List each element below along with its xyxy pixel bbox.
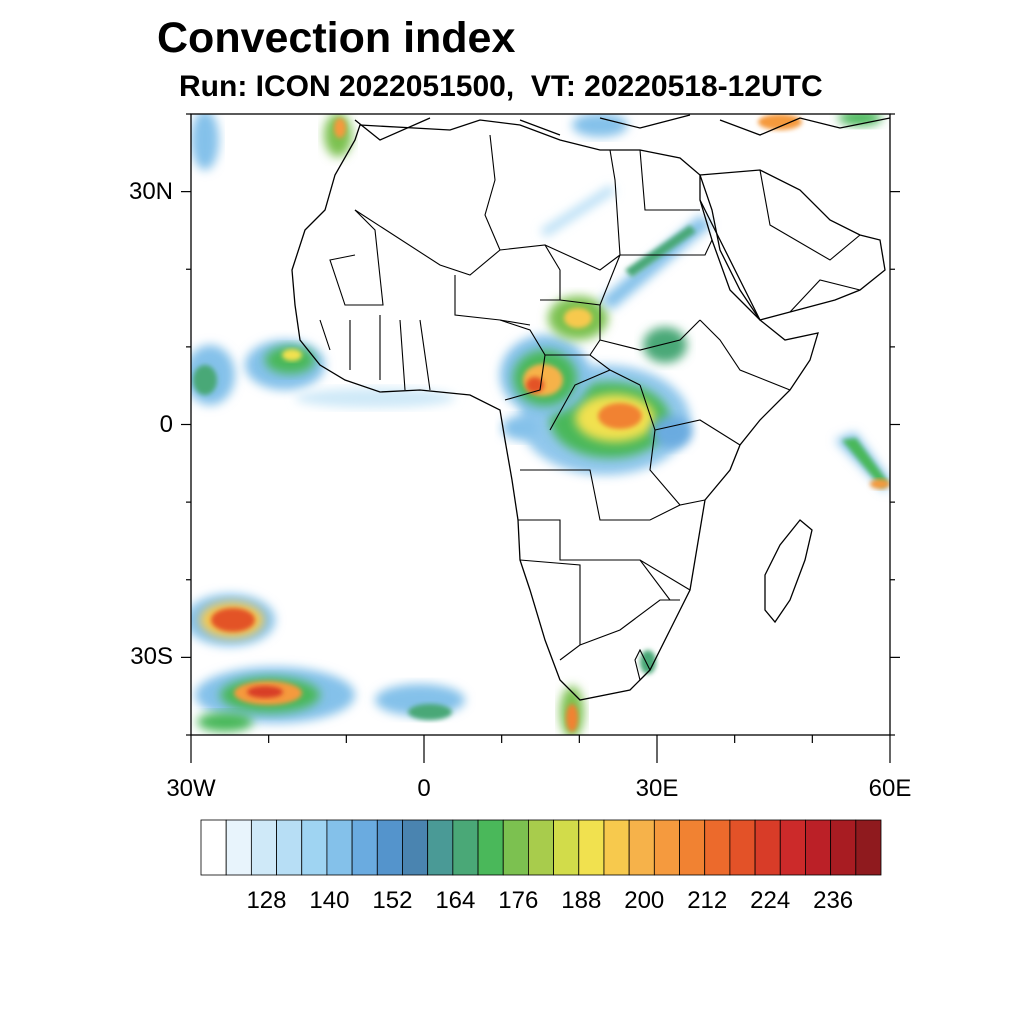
colorbar-box [729,819,756,876]
red-sea [699,199,761,321]
convection-south-atlantic [191,594,465,732]
colorbar-box [452,819,479,876]
colorbar-box [402,819,429,876]
colorbar-box [628,819,655,876]
colorbar-label: 128 [246,887,287,914]
colorbar-box [502,819,529,876]
convection-west-africa [191,340,455,408]
colorbar-label: 200 [624,887,665,914]
map-title: Convection index [157,14,516,62]
colorbar-box [351,819,378,876]
lon-tick-label: 0 [417,775,431,802]
colorbar-box [855,819,882,876]
country-borders [319,134,861,682]
colorbar-box [301,819,328,876]
colorbar-box [679,819,706,876]
colorbar-box [578,819,605,876]
lat-tick-label: 30S [130,643,173,671]
colorbar-label: 176 [498,887,539,914]
colorbar-box [553,819,580,876]
colorbar-box [427,819,454,876]
colorbar-box [225,819,252,876]
colorbar-box [653,819,680,876]
colorbar-box [779,819,806,876]
africa-coastline [291,119,819,701]
colorbar-box [603,819,630,876]
lat-tick-label: 0 [159,410,173,438]
axis-ticks [181,113,900,763]
convection-sudan-band [540,185,712,310]
map-subtitle: Run: ICON 2022051500, VT: 20220518-12UTC [179,70,823,103]
colorbar-box [805,819,832,876]
colorbar-label: 140 [309,887,350,914]
colorbar-box [200,819,227,876]
madagascar-coastline [764,519,813,624]
colorbar-label: 212 [687,887,728,914]
colorbar-box [830,819,857,876]
colorbar-box [276,819,303,876]
lat-tick-label: 30N [128,177,173,205]
colorbar-box [704,819,731,876]
colorbar [200,819,882,876]
europe-coastline [354,114,890,141]
colorbar-label: 152 [372,887,413,914]
lon-tick-label: 30W [166,775,216,802]
colorbar-label: 236 [813,887,854,914]
colorbar-box [326,819,353,876]
colorbar-box [528,819,554,876]
convection-indian-ocean [835,432,890,492]
colorbar-box [250,819,277,876]
lon-tick-label: 60E [868,775,912,802]
colorbar-box [376,819,403,876]
colorbar-label: 188 [561,887,602,914]
convection-north [191,114,882,170]
colorbar-label: 164 [435,887,476,914]
map-area [191,114,890,735]
colorbar-label: 224 [750,887,791,914]
colorbar-box [754,819,781,876]
colorbar-box [477,819,504,876]
lon-tick-label: 30E [635,775,679,802]
